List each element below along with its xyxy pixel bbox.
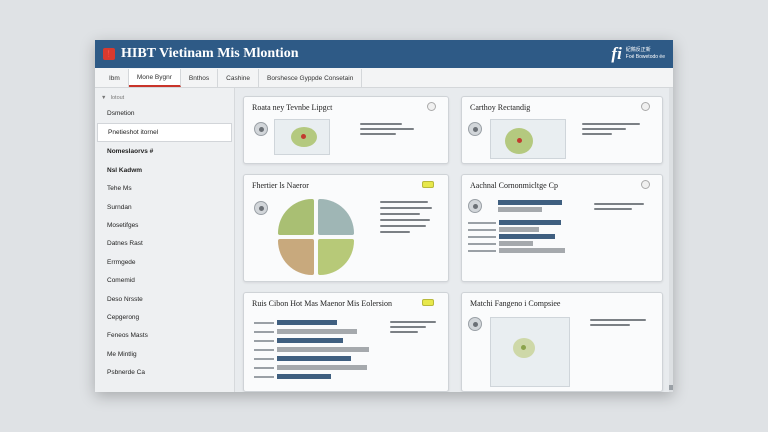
sidebar-item[interactable]: Mosetifges — [95, 216, 234, 234]
tab-borshesce[interactable]: Borshesce Gyppde Consetain — [259, 69, 363, 87]
avatar-icon — [254, 201, 268, 215]
sidebar-item-label: Errmgede — [107, 258, 136, 266]
sidebar-item[interactable]: Feneos Masts — [95, 327, 234, 345]
card-title: Aachnal Cornonmicltge Cp — [470, 181, 558, 190]
card-eolersion[interactable]: Ruis Cibon Hot Mas Maenor Mis Eolersion — [243, 292, 449, 392]
brand-line-2: Foé Bowetodo ée — [625, 54, 665, 60]
tab-label: Ibm — [109, 74, 120, 82]
card-title: Carthoy Rectandig — [470, 103, 531, 112]
card-text-block — [390, 321, 436, 333]
sidebar-item-label: Deso Nrsste — [107, 295, 143, 303]
map-marker-icon — [517, 138, 522, 143]
card-compsiee[interactable]: Matchi Fangeno i Compsiee — [461, 292, 663, 392]
sidebar-item[interactable]: Surndan — [95, 198, 234, 216]
sidebar-item-label: Comemid — [107, 277, 135, 285]
sidebar-item-label: Feneos Masts — [107, 332, 148, 340]
sidebar-item-label: Mosetifges — [107, 222, 139, 230]
map-thumbnail[interactable] — [274, 119, 330, 155]
map-thumbnail[interactable] — [490, 317, 570, 387]
tab-bar: Ibm Mone Bygnr Bnthos Cashine Borshesce … — [95, 68, 673, 88]
bar-list — [498, 199, 562, 213]
quadrant-bottom-left — [278, 239, 314, 275]
app-logo-icon: ❗ — [103, 48, 115, 60]
tab-label: Borshesce Gyppde Consetain — [267, 74, 354, 82]
quadrant-top-right — [318, 199, 354, 235]
sidebar-item-label: Me Mintlig — [107, 350, 137, 358]
card-text-block — [360, 123, 414, 135]
app-logo-glyph: ❗ — [104, 51, 114, 58]
vertical-scrollbar[interactable] — [669, 88, 673, 392]
tab-label: Mone Bygnr — [136, 73, 172, 81]
sidebar-item[interactable]: Dsmetion — [95, 104, 234, 122]
quadrant-top-left — [278, 199, 314, 235]
brand-mark: fi — [611, 44, 622, 63]
sidebar-item-label: Surndan — [107, 203, 132, 211]
card-title: Ruis Cibon Hot Mas Maenor Mis Eolersion — [252, 299, 392, 308]
sidebar-item-label: Tehe Ms — [107, 185, 132, 193]
avatar-icon — [468, 122, 482, 136]
card-settings-icon[interactable] — [641, 180, 650, 189]
map-thumbnail[interactable] — [490, 119, 566, 159]
title-bar: ❗ HIBT Vietinam Mis Mlontion fi 紀鶏反正新 Fo… — [95, 40, 673, 68]
dashboard-area: Roata ney Tevnbe Lipgct Carthoy Rectandi… — [235, 88, 673, 392]
card-text-block — [380, 201, 432, 233]
sidebar: ▼ Iotout Dsmetion Pnetieshot itornel Nom… — [95, 88, 235, 392]
sidebar-item-label: Psbnerde Ca — [107, 369, 145, 377]
card-text-block — [594, 203, 644, 210]
sidebar-item[interactable]: Me Mintlig — [95, 345, 234, 363]
bar-list — [468, 219, 565, 254]
card-cornonmicltge[interactable]: Aachnal Cornonmicltge Cp — [461, 174, 663, 282]
sidebar-item[interactable]: Datnes Rast — [95, 235, 234, 253]
quadrant-bottom-right — [318, 239, 354, 275]
sidebar-item[interactable]: Nsl Kadwm — [95, 161, 234, 179]
quadrant-chart[interactable] — [278, 199, 358, 279]
sidebar-collapse-icon[interactable]: ▼ — [101, 95, 107, 101]
sidebar-header[interactable]: ▼ Iotout — [95, 92, 234, 104]
sidebar-item-label: Nsl Kadwm — [107, 166, 143, 174]
app-title: HIBT Vietinam Mis Mlontion — [121, 46, 299, 61]
app-window: ❗ HIBT Vietinam Mis Mlontion fi 紀鶏反正新 Fo… — [95, 40, 673, 392]
card-title: Matchi Fangeno i Compsiee — [470, 299, 561, 308]
avatar-icon — [468, 199, 482, 213]
card-title: Fhertier ls Naeror — [252, 181, 309, 190]
sidebar-item[interactable]: Nomeslaorvs # — [95, 143, 234, 161]
sidebar-item-selected[interactable]: Pnetieshot itornel — [97, 123, 232, 142]
brand-logo: fi 紀鶏反正新 Foé Bowetodo ée — [611, 44, 665, 64]
sidebar-item[interactable]: Psbnerde Ca — [95, 363, 234, 381]
card-tevnbe-lipgct[interactable]: Roata ney Tevnbe Lipgct — [243, 96, 449, 164]
toggle-switch[interactable] — [422, 181, 434, 188]
sidebar-item-label: Cepgerong — [107, 313, 140, 321]
card-text-block — [590, 319, 646, 326]
card-text-block — [582, 123, 640, 135]
bar-list — [254, 319, 369, 380]
tab-home[interactable]: Ibm — [101, 69, 129, 87]
tab-bnthos[interactable]: Bnthos — [181, 69, 219, 87]
sidebar-item[interactable]: Cepgerong — [95, 308, 234, 326]
card-title: Roata ney Tevnbe Lipgct — [252, 103, 333, 112]
sidebar-item-label: Dsmetion — [107, 109, 135, 117]
card-settings-icon[interactable] — [427, 102, 436, 111]
sidebar-header-label: Iotout — [110, 95, 125, 101]
tab-label: Cashine — [226, 74, 250, 82]
map-marker-icon — [301, 134, 306, 139]
sidebar-item[interactable]: Errmgede — [95, 253, 234, 271]
brand-line-1: 紀鶏反正新 — [625, 47, 651, 53]
sidebar-item[interactable]: Tehe Ms — [95, 180, 234, 198]
sidebar-item[interactable]: Deso Nrsste — [95, 290, 234, 308]
sidebar-item-label: Pnetieshot itornel — [108, 129, 159, 137]
card-naeror[interactable]: Fhertier ls Naeror — [243, 174, 449, 282]
tab-label: Bnthos — [188, 74, 210, 82]
tab-mone-bygnr[interactable]: Mone Bygnr — [128, 69, 181, 87]
sidebar-item-label: Datnes Rast — [107, 240, 143, 248]
sidebar-item[interactable]: Comemid — [95, 272, 234, 290]
tab-cashine[interactable]: Cashine — [218, 69, 259, 87]
card-rectandig[interactable]: Carthoy Rectandig — [461, 96, 663, 164]
toggle-switch[interactable] — [422, 299, 434, 306]
avatar-icon — [254, 122, 268, 136]
card-settings-icon[interactable] — [641, 102, 650, 111]
avatar-icon — [468, 317, 482, 331]
map-marker-icon — [521, 345, 526, 350]
sidebar-item-label: Nomeslaorvs # — [107, 148, 154, 156]
